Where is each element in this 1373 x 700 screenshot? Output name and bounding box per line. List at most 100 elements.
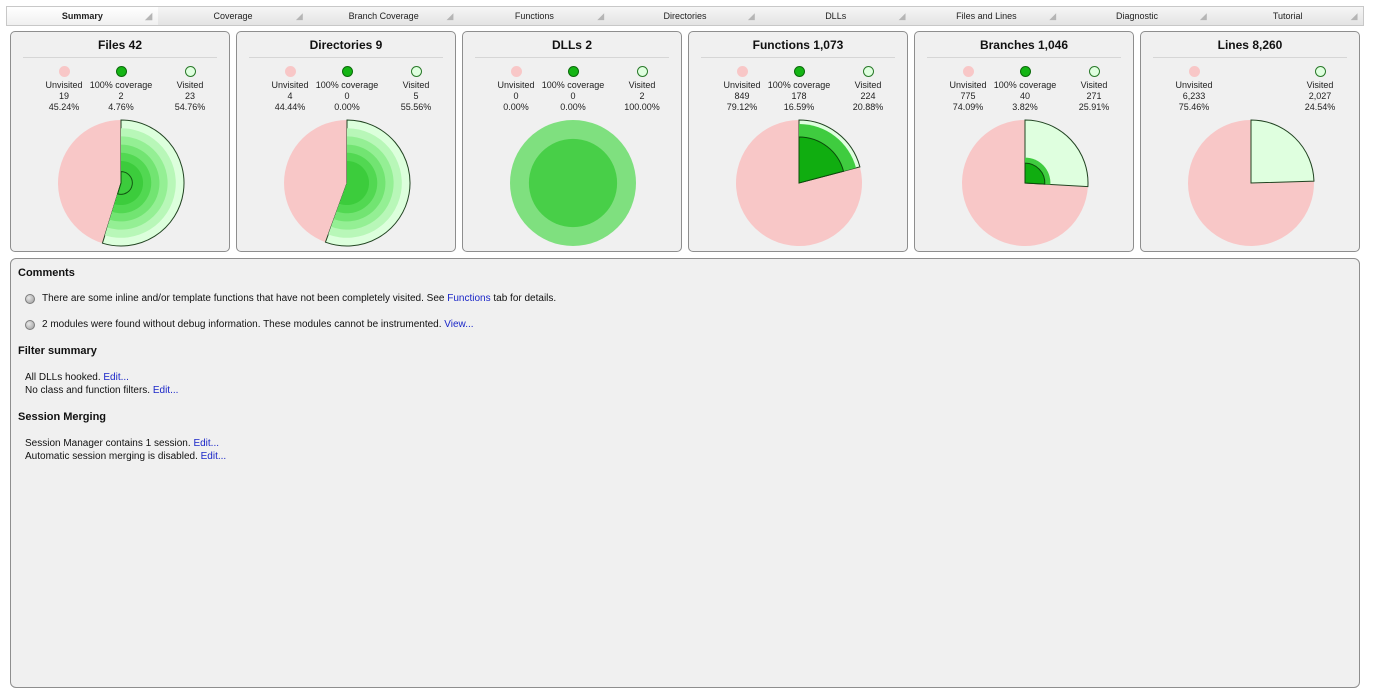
summary-card-lines: Lines 8,260 Unvisited 6,233 75.46% Visited 2,…	[1140, 31, 1360, 252]
functions-tab-link[interactable]: Functions	[447, 293, 491, 304]
pie-slice-full	[798, 136, 845, 184]
session-line-merging: Automatic session merging is disabled. E…	[25, 451, 226, 462]
legend-visited: Visited 2 100.00%	[605, 66, 679, 113]
pie-slice-full	[1024, 162, 1046, 185]
legend-percent: 4.76%	[108, 102, 134, 112]
legend-visited: Visited 2,027 24.54%	[1283, 66, 1357, 113]
legend-label: Unvisited	[271, 80, 309, 90]
card-title: DLLs 2	[551, 38, 592, 52]
tab-coverage[interactable]: Coverage ◢	[158, 7, 309, 25]
card-title: Directories 9	[309, 38, 383, 52]
legend-label: Unvisited	[723, 80, 761, 90]
session-merging-heading: Session Merging	[18, 411, 107, 423]
coverage-pie-chart	[58, 119, 185, 247]
edit-session-manager-link[interactable]: Edit...	[193, 438, 220, 449]
view-modules-link[interactable]: View...	[444, 319, 474, 330]
resize-grip-icon: ◢	[747, 11, 755, 21]
tab-dlls[interactable]: DLLs ◢	[760, 7, 911, 25]
tab-files-and-lines[interactable]: Files and Lines ◢	[911, 7, 1062, 25]
legend-label: 100% coverage	[541, 80, 605, 90]
legend-unvisited: Unvisited 849 79.12%	[705, 66, 779, 113]
legend-label: Visited	[176, 80, 204, 90]
legend-label: Visited	[854, 80, 882, 90]
legend-label: Unvisited	[45, 80, 83, 90]
tab-summary[interactable]: Summary ◢	[7, 7, 158, 25]
legend-percent: 74.09%	[952, 102, 984, 112]
comment-no-debug-info: 2 modules were found without debug infor…	[25, 319, 474, 330]
legend-label: 100% coverage	[315, 80, 379, 90]
legend-unvisited: Unvisited 0 0.00%	[479, 66, 553, 113]
legend-percent: 75.46%	[1178, 102, 1210, 112]
tab-functions[interactable]: Functions ◢	[459, 7, 610, 25]
tab-label: Coverage	[213, 11, 253, 21]
unvisited-dot-icon	[58, 66, 70, 77]
tab-bar: Summary ◢ Coverage ◢ Branch Coverage ◢ Functio…	[6, 6, 1364, 26]
legend-percent: 100.00%	[624, 102, 660, 112]
resize-grip-icon: ◢	[597, 11, 605, 21]
summary-card-dlls: DLLs 2 Unvisited 0 0.00% 100% coverage 0 0.00%…	[462, 31, 682, 252]
legend-unvisited: Unvisited 775 74.09%	[931, 66, 1005, 113]
full-dot-icon	[1019, 66, 1031, 77]
legend-count: 2,027	[1308, 91, 1332, 101]
legend-percent: 16.59%	[783, 102, 815, 112]
legend-count: 849	[734, 91, 750, 101]
legend-percent: 0.00%	[560, 102, 586, 112]
legend-count: 6,233	[1182, 91, 1206, 101]
tab-label: Branch Coverage	[348, 11, 419, 21]
tab-diagnostic[interactable]: Diagnostic ◢	[1062, 7, 1213, 25]
full-dot-icon	[793, 66, 805, 77]
summary-cards: Files 42 Unvisited 19 45.24% 100% coverage 2 4…	[10, 31, 1360, 252]
summary-card-functions: Functions 1,073 Unvisited 849 79.12% 100% co…	[688, 31, 908, 252]
legend-unvisited: Unvisited 4 44.44%	[253, 66, 327, 113]
card-divider	[475, 57, 669, 58]
legend-count: 4	[287, 91, 293, 101]
legend-percent: 55.56%	[400, 102, 432, 112]
pie-slice-visited	[339, 160, 370, 206]
visited-dot-icon	[636, 66, 648, 77]
legend-percent: 24.54%	[1304, 102, 1336, 112]
unvisited-dot-icon	[510, 66, 522, 77]
legend-count: 5	[413, 91, 419, 101]
info-bullet-icon	[25, 319, 35, 330]
tab-label: Directories	[663, 11, 707, 21]
tab-directories[interactable]: Directories ◢	[610, 7, 761, 25]
edit-session-merging-link[interactable]: Edit...	[200, 451, 227, 462]
edit-function-filter-link[interactable]: Edit...	[152, 385, 179, 396]
full-dot-icon	[567, 66, 579, 77]
legend-count: 775	[960, 91, 976, 101]
resize-grip-icon: ◢	[295, 11, 303, 21]
summary-card-files: Files 42 Unvisited 19 45.24% 100% coverage 2 4…	[10, 31, 230, 252]
legend-count: 23	[184, 91, 195, 101]
legend-count: 2	[118, 91, 124, 101]
summary-card-directories: Directories 9 Unvisited 4 44.44% 100% covera…	[236, 31, 456, 252]
full-dot-icon	[115, 66, 127, 77]
legend-label: Unvisited	[949, 80, 987, 90]
session-line-count: Session Manager contains 1 session. Edit…	[25, 438, 219, 449]
legend-count: 2	[639, 91, 645, 101]
pie-slice-visited	[1250, 119, 1315, 184]
full-dot-icon	[341, 66, 353, 77]
coverage-pie-chart	[962, 119, 1089, 246]
session-text: Session Manager contains 1 session.	[25, 438, 194, 449]
tab-label: Files and Lines	[956, 11, 1017, 21]
card-divider	[23, 57, 217, 58]
filter-summary-heading: Filter summary	[18, 345, 97, 357]
legend-percent: 25.91%	[1078, 102, 1110, 112]
legend-percent: 79.12%	[726, 102, 758, 112]
comment-text: There are some inline and/or template fu…	[42, 293, 448, 304]
resize-grip-icon: ◢	[145, 11, 153, 21]
pie-slice-unvisited	[284, 120, 347, 243]
comment-text: 2 modules were found without debug infor…	[42, 319, 445, 330]
tab-tutorial[interactable]: Tutorial ◢	[1212, 7, 1363, 25]
visited-dot-icon	[410, 66, 422, 77]
resize-grip-icon: ◢	[1350, 11, 1358, 21]
legend-visited: Visited 271 25.91%	[1057, 66, 1131, 113]
pie-inner-ring	[528, 138, 618, 228]
card-title: Lines 8,260	[1217, 38, 1283, 52]
edit-dll-filter-link[interactable]: Edit...	[103, 372, 129, 383]
tab-branch-coverage[interactable]: Branch Coverage ◢	[308, 7, 459, 25]
summary-card-branches: Branches 1,046 Unvisited 775 74.09% 100% cov…	[914, 31, 1134, 252]
card-title: Branches 1,046	[979, 38, 1069, 52]
legend-count: 0	[513, 91, 519, 101]
legend-unvisited: Unvisited 6,233 75.46%	[1157, 66, 1231, 113]
